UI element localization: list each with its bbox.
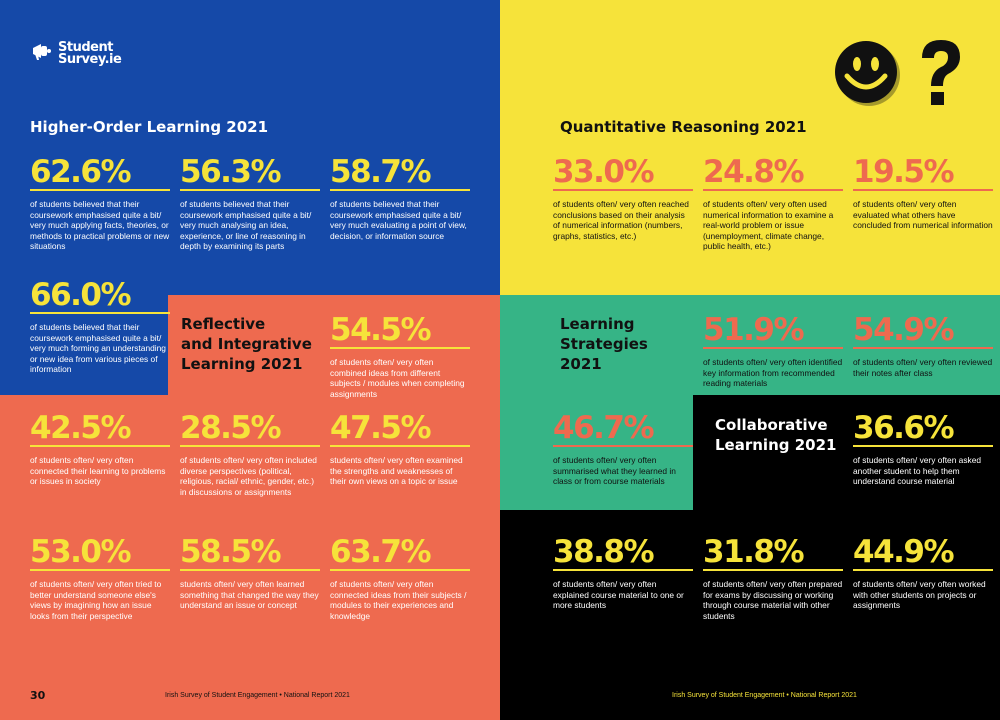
stat-percent: 19.5%	[853, 157, 993, 191]
stat-description: of students often/ very often summarised…	[553, 455, 676, 487]
stat-percent: 66.0%	[30, 280, 170, 314]
stat-percent: 53.0%	[30, 537, 170, 571]
stat-higher-2: 56.3% of students believed that their co…	[180, 157, 320, 252]
studentsurvey-logo: Student Survey.ie	[30, 39, 122, 67]
stat-percent: 62.6%	[30, 157, 170, 191]
reflective-title-line1: Reflective	[181, 315, 266, 333]
stat-percent: 47.5%	[330, 413, 470, 447]
question-mark-icon	[910, 36, 970, 121]
stat-collab-3: 31.8% of students often/ very often prep…	[703, 537, 843, 621]
stat-description: students often/ very often learned somet…	[180, 579, 319, 611]
stat-description: of students believed that their coursewo…	[330, 199, 467, 241]
stat-description: students often/ very often examined the …	[330, 455, 463, 487]
black-panel-lower	[500, 510, 1000, 720]
stat-percent: 33.0%	[553, 157, 693, 191]
blue-panel	[0, 0, 500, 295]
reflective-title-line3: Learning 2021	[181, 355, 303, 373]
stat-reflective-7: 63.7% of students often/ very often conn…	[330, 537, 470, 621]
stat-percent: 58.5%	[180, 537, 320, 571]
logo-line2: Survey.ie	[58, 51, 122, 67]
stat-percent: 42.5%	[30, 413, 170, 447]
learning-strategies-title-line2: Strategies	[560, 335, 648, 353]
stat-percent: 56.3%	[180, 157, 320, 191]
stat-collab-4: 44.9% of students often/ very often work…	[853, 537, 993, 611]
page-number: 30	[30, 689, 46, 702]
stat-percent: 36.6%	[853, 413, 993, 447]
stat-description: of students believed that their coursewo…	[180, 199, 312, 252]
stat-description: of students often/ very often asked anot…	[853, 455, 982, 487]
stat-description: of students believed that their coursewo…	[30, 199, 170, 252]
stat-description: of students often/ very often connected …	[330, 579, 467, 621]
stat-percent: 54.9%	[853, 315, 993, 349]
reflective-title-line2: and Integrative	[181, 335, 312, 353]
stat-description: of students often/ very often connected …	[30, 455, 166, 487]
stat-quant-1: 33.0% of students often/ very often reac…	[553, 157, 693, 241]
coral-panel	[168, 295, 500, 395]
stat-percent: 54.5%	[330, 315, 470, 349]
stat-collab-1: 36.6% of students often/ very often aske…	[853, 413, 993, 487]
megaphone-icon	[30, 40, 52, 67]
stat-strategies-3: 46.7% of students often/ very often summ…	[553, 413, 693, 487]
smiley-face-icon	[832, 38, 902, 113]
collaborative-title-line2: Learning 2021	[715, 436, 837, 454]
footer-right: Irish Survey of Student Engagement • Nat…	[672, 692, 857, 699]
stat-description: of students often/ very often used numer…	[703, 199, 834, 252]
stat-reflective-5: 53.0% of students often/ very often trie…	[30, 537, 170, 621]
stat-percent: 51.9%	[703, 315, 843, 349]
stat-percent: 63.7%	[330, 537, 470, 571]
stat-description: of students often/ very often worked wit…	[853, 579, 986, 611]
stat-reflective-3: 28.5% of students often/ very often incl…	[180, 413, 320, 497]
logo-line1: Student	[58, 39, 113, 55]
learning-strategies-title: Learning Strategies 2021	[560, 314, 648, 374]
higher-order-title: Higher-Order Learning 2021	[30, 118, 269, 136]
coral-panel-lower	[0, 395, 500, 720]
stat-description: of students often/ very often prepared f…	[703, 579, 843, 621]
stat-higher-4: 66.0% of students believed that their co…	[30, 280, 170, 375]
reflective-title: Reflective and Integrative Learning 2021	[181, 314, 312, 374]
blue-panel-lower	[0, 295, 168, 395]
stat-description: of students often/ very often reached co…	[553, 199, 689, 241]
stat-higher-1: 62.6% of students believed that their co…	[30, 157, 170, 252]
stat-quant-3: 19.5% of students often/ very often eval…	[853, 157, 993, 231]
stat-percent: 31.8%	[703, 537, 843, 571]
collaborative-title: Collaborative Learning 2021	[715, 415, 836, 455]
footer-left: Irish Survey of Student Engagement • Nat…	[165, 692, 350, 699]
stat-description: of students often/ very often reviewed t…	[853, 357, 993, 378]
stat-description: of students often/ very often tried to b…	[30, 579, 162, 621]
stat-description: of students often/ very often identified…	[703, 357, 843, 389]
learning-strategies-title-line1: Learning	[560, 315, 635, 333]
collaborative-title-line1: Collaborative	[715, 416, 828, 434]
learning-strategies-title-line3: 2021	[560, 355, 602, 373]
stat-description: of students often/ very often combined i…	[330, 357, 465, 399]
stat-description: of students often/ very often evaluated …	[853, 199, 993, 231]
stat-reflective-6: 58.5% students often/ very often learned…	[180, 537, 320, 611]
stat-reflective-4: 47.5% students often/ very often examine…	[330, 413, 470, 487]
teal-panel	[500, 295, 1000, 395]
stat-description: of students believed that their coursewo…	[30, 322, 166, 375]
stat-percent: 46.7%	[553, 413, 693, 447]
quantitative-title: Quantitative Reasoning 2021	[560, 118, 807, 136]
stat-percent: 44.9%	[853, 537, 993, 571]
stat-description: of students often/ very often included d…	[180, 455, 317, 497]
stat-description: of students often/ very often explained …	[553, 579, 684, 611]
stat-percent: 28.5%	[180, 413, 320, 447]
stat-reflective-1: 54.5% of students often/ very often comb…	[330, 315, 470, 399]
stat-percent: 38.8%	[553, 537, 693, 571]
stat-higher-3: 58.7% of students believed that their co…	[330, 157, 470, 241]
teal-panel-lower	[500, 395, 693, 510]
stat-percent: 58.7%	[330, 157, 470, 191]
stat-reflective-2: 42.5% of students often/ very often conn…	[30, 413, 170, 487]
stat-percent: 24.8%	[703, 157, 843, 191]
black-panel	[693, 395, 1000, 510]
yellow-panel	[500, 0, 1000, 295]
stat-collab-2: 38.8% of students often/ very often expl…	[553, 537, 693, 611]
stat-strategies-2: 54.9% of students often/ very often revi…	[853, 315, 993, 378]
stat-quant-2: 24.8% of students often/ very often used…	[703, 157, 843, 252]
stat-strategies-1: 51.9% of students often/ very often iden…	[703, 315, 843, 389]
